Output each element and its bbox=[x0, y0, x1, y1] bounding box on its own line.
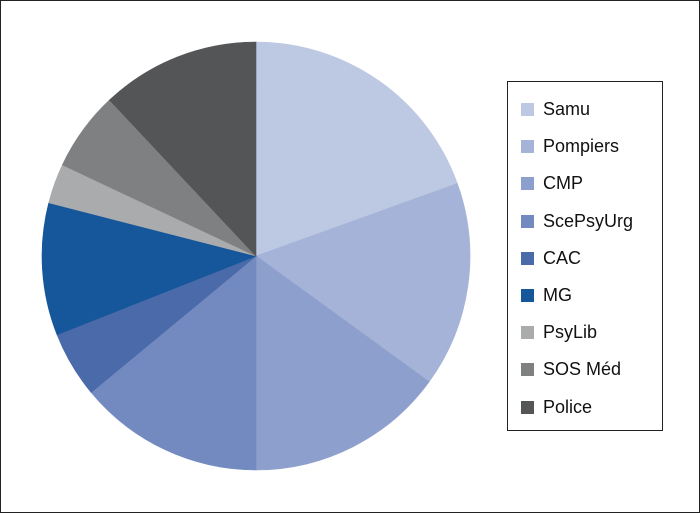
legend-label: Pompiers bbox=[543, 136, 620, 157]
legend-item-1: Pompiers bbox=[508, 128, 662, 165]
legend-label: Police bbox=[543, 396, 593, 417]
legend-label: ScePsyUrg bbox=[543, 210, 634, 231]
legend-label: Samu bbox=[543, 99, 591, 120]
legend-swatch bbox=[521, 251, 534, 265]
legend-item-4: CAC bbox=[508, 240, 662, 277]
legend-swatch bbox=[521, 289, 534, 303]
legend-swatch bbox=[521, 103, 534, 117]
pie-slice-2 bbox=[255, 255, 430, 471]
legend-item-0: Samu bbox=[508, 91, 662, 128]
legend-label: SOS Méd bbox=[543, 359, 622, 380]
legend-item-6: PsyLib bbox=[508, 314, 662, 351]
legend-label: MG bbox=[543, 285, 572, 306]
pie-slice-1 bbox=[255, 183, 471, 383]
legend-item-7: SOS Méd bbox=[508, 351, 662, 388]
legend-swatch bbox=[521, 177, 534, 191]
legend: Samu Pompiers CMP ScePsyUrg CAC MG PsyLib SOS M… bbox=[507, 81, 663, 431]
legend-label: CAC bbox=[543, 247, 582, 268]
legend-item-3: ScePsyUrg bbox=[508, 203, 662, 240]
legend-swatch bbox=[521, 363, 534, 377]
pie-slice-8 bbox=[109, 41, 257, 257]
legend-swatch bbox=[521, 400, 534, 414]
legend-swatch bbox=[521, 214, 534, 228]
pie-slice-5 bbox=[41, 202, 257, 336]
legend-item-8: Police bbox=[508, 389, 662, 426]
legend-swatch bbox=[521, 326, 534, 340]
legend-item-2: CMP bbox=[508, 165, 662, 202]
legend-label: PsyLib bbox=[543, 322, 598, 343]
pie-slice-0 bbox=[255, 41, 458, 257]
legend-label: CMP bbox=[543, 173, 583, 194]
legend-item-5: MG bbox=[508, 277, 662, 314]
pie-slice-3 bbox=[90, 255, 257, 471]
legend-swatch bbox=[521, 140, 534, 154]
